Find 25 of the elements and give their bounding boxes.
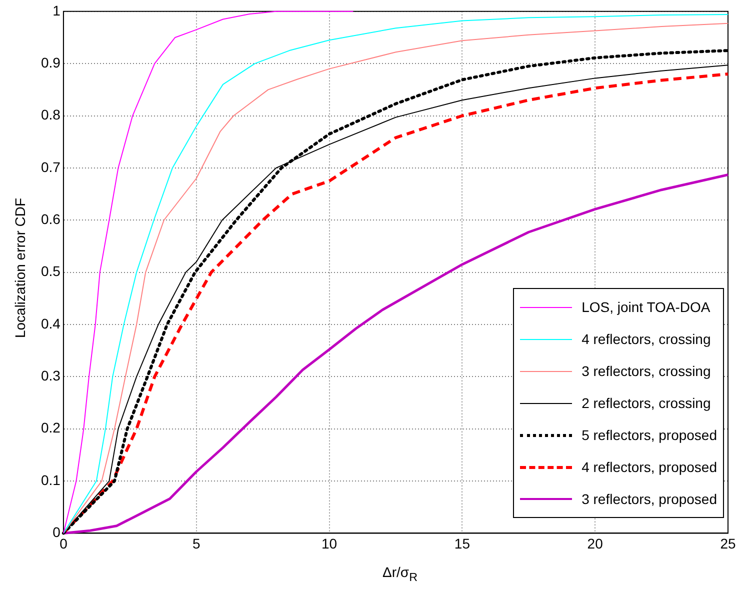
y-tick-label: 1 bbox=[52, 2, 61, 18]
legend-label: 5 reflectors, proposed bbox=[582, 427, 717, 443]
y-tick-label: 0.2 bbox=[40, 420, 61, 436]
y-tick-label: 0.9 bbox=[40, 54, 61, 70]
legend-label: 3 reflectors, proposed bbox=[582, 491, 717, 507]
x-tick-label: 15 bbox=[454, 535, 470, 552]
y-tick-label: 0.7 bbox=[40, 158, 61, 175]
legend-label: 2 reflectors, crossing bbox=[582, 395, 711, 411]
legend-label: 3 reflectors, crossing bbox=[582, 363, 711, 379]
legend-label: LOS, joint TOA-DOA bbox=[582, 299, 710, 315]
y-tick-label: 0.3 bbox=[40, 368, 61, 384]
x-tick-label: 10 bbox=[321, 535, 338, 552]
y-tick-label: 0.4 bbox=[40, 315, 61, 332]
x-axis-title: Δr/σ$_{R}$ bbox=[382, 564, 418, 584]
x-tick-label: 25 bbox=[720, 535, 736, 552]
x-tick-label: 20 bbox=[587, 535, 604, 552]
y-tick-label: 0 bbox=[52, 524, 61, 540]
x-tick-label: 5 bbox=[192, 535, 200, 552]
y-tick-label: 0.1 bbox=[40, 472, 61, 488]
legend-label: 4 reflectors, crossing bbox=[582, 331, 711, 347]
y-tick-label: 0.5 bbox=[40, 263, 61, 280]
y-axis-title: Localization error CDF bbox=[12, 198, 28, 338]
y-tick-label: 0.6 bbox=[40, 210, 61, 227]
legend-label: 4 reflectors, proposed bbox=[582, 459, 717, 475]
y-tick-label: 0.8 bbox=[40, 106, 61, 123]
